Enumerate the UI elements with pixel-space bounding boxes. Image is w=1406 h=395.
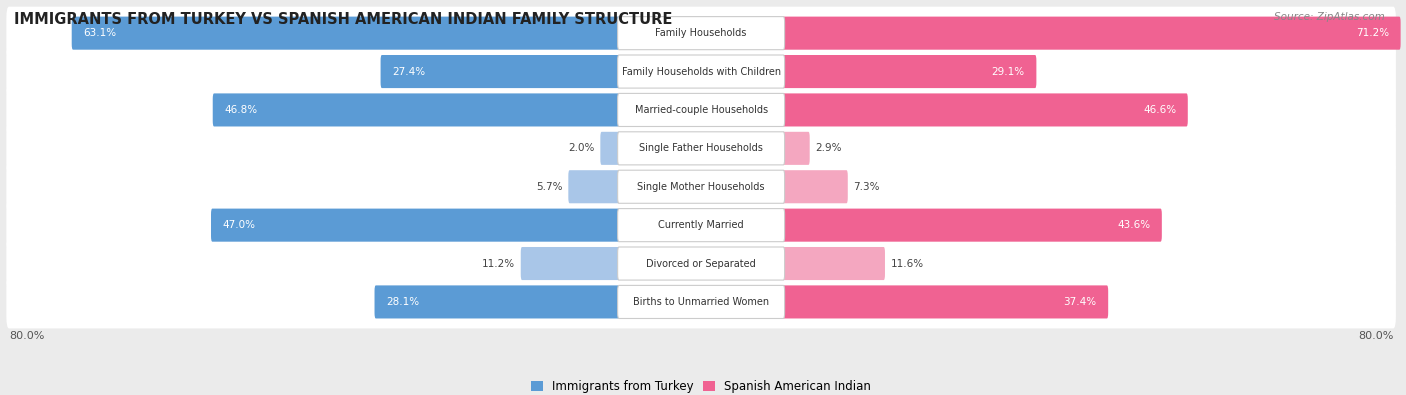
FancyBboxPatch shape xyxy=(600,132,620,165)
FancyBboxPatch shape xyxy=(7,45,1396,98)
FancyBboxPatch shape xyxy=(617,55,785,88)
Text: IMMIGRANTS FROM TURKEY VS SPANISH AMERICAN INDIAN FAMILY STRUCTURE: IMMIGRANTS FROM TURKEY VS SPANISH AMERIC… xyxy=(14,12,672,27)
FancyBboxPatch shape xyxy=(782,17,1400,50)
FancyBboxPatch shape xyxy=(617,17,785,50)
FancyBboxPatch shape xyxy=(617,247,785,280)
FancyBboxPatch shape xyxy=(212,93,620,126)
Text: 11.2%: 11.2% xyxy=(482,259,515,269)
Text: 63.1%: 63.1% xyxy=(83,28,117,38)
Text: 11.6%: 11.6% xyxy=(890,259,924,269)
Text: Single Mother Households: Single Mother Households xyxy=(637,182,765,192)
Text: Married-couple Households: Married-couple Households xyxy=(634,105,768,115)
FancyBboxPatch shape xyxy=(7,160,1396,213)
Legend: Immigrants from Turkey, Spanish American Indian: Immigrants from Turkey, Spanish American… xyxy=(531,380,872,393)
Text: 47.0%: 47.0% xyxy=(222,220,256,230)
Text: 46.6%: 46.6% xyxy=(1143,105,1175,115)
FancyBboxPatch shape xyxy=(374,286,620,318)
FancyBboxPatch shape xyxy=(782,170,848,203)
Text: Family Households: Family Households xyxy=(655,28,747,38)
Text: 80.0%: 80.0% xyxy=(8,331,45,341)
Text: Currently Married: Currently Married xyxy=(658,220,744,230)
FancyBboxPatch shape xyxy=(782,55,1036,88)
FancyBboxPatch shape xyxy=(520,247,620,280)
Text: Births to Unmarried Women: Births to Unmarried Women xyxy=(633,297,769,307)
FancyBboxPatch shape xyxy=(211,209,620,242)
FancyBboxPatch shape xyxy=(617,170,785,203)
Text: 7.3%: 7.3% xyxy=(853,182,880,192)
FancyBboxPatch shape xyxy=(617,209,785,242)
FancyBboxPatch shape xyxy=(72,17,620,50)
FancyBboxPatch shape xyxy=(782,93,1188,126)
Text: 27.4%: 27.4% xyxy=(392,66,426,77)
Text: 43.6%: 43.6% xyxy=(1116,220,1150,230)
FancyBboxPatch shape xyxy=(617,93,785,126)
FancyBboxPatch shape xyxy=(7,237,1396,290)
FancyBboxPatch shape xyxy=(782,209,1161,242)
Text: 37.4%: 37.4% xyxy=(1063,297,1097,307)
FancyBboxPatch shape xyxy=(782,247,884,280)
FancyBboxPatch shape xyxy=(381,55,620,88)
FancyBboxPatch shape xyxy=(782,286,1108,318)
Text: 5.7%: 5.7% xyxy=(536,182,562,192)
Text: 71.2%: 71.2% xyxy=(1355,28,1389,38)
FancyBboxPatch shape xyxy=(7,122,1396,175)
FancyBboxPatch shape xyxy=(617,132,785,165)
Text: Single Father Households: Single Father Households xyxy=(640,143,763,153)
Text: 29.1%: 29.1% xyxy=(991,66,1025,77)
FancyBboxPatch shape xyxy=(7,199,1396,252)
FancyBboxPatch shape xyxy=(7,7,1396,60)
Text: 80.0%: 80.0% xyxy=(1358,331,1393,341)
FancyBboxPatch shape xyxy=(568,170,620,203)
Text: 46.8%: 46.8% xyxy=(225,105,257,115)
Text: Source: ZipAtlas.com: Source: ZipAtlas.com xyxy=(1274,12,1385,22)
FancyBboxPatch shape xyxy=(7,275,1396,328)
FancyBboxPatch shape xyxy=(782,132,810,165)
Text: 28.1%: 28.1% xyxy=(387,297,419,307)
FancyBboxPatch shape xyxy=(617,286,785,318)
FancyBboxPatch shape xyxy=(7,83,1396,136)
Text: Family Households with Children: Family Households with Children xyxy=(621,66,780,77)
Text: Divorced or Separated: Divorced or Separated xyxy=(647,259,756,269)
Text: 2.0%: 2.0% xyxy=(568,143,595,153)
Text: 2.9%: 2.9% xyxy=(815,143,842,153)
